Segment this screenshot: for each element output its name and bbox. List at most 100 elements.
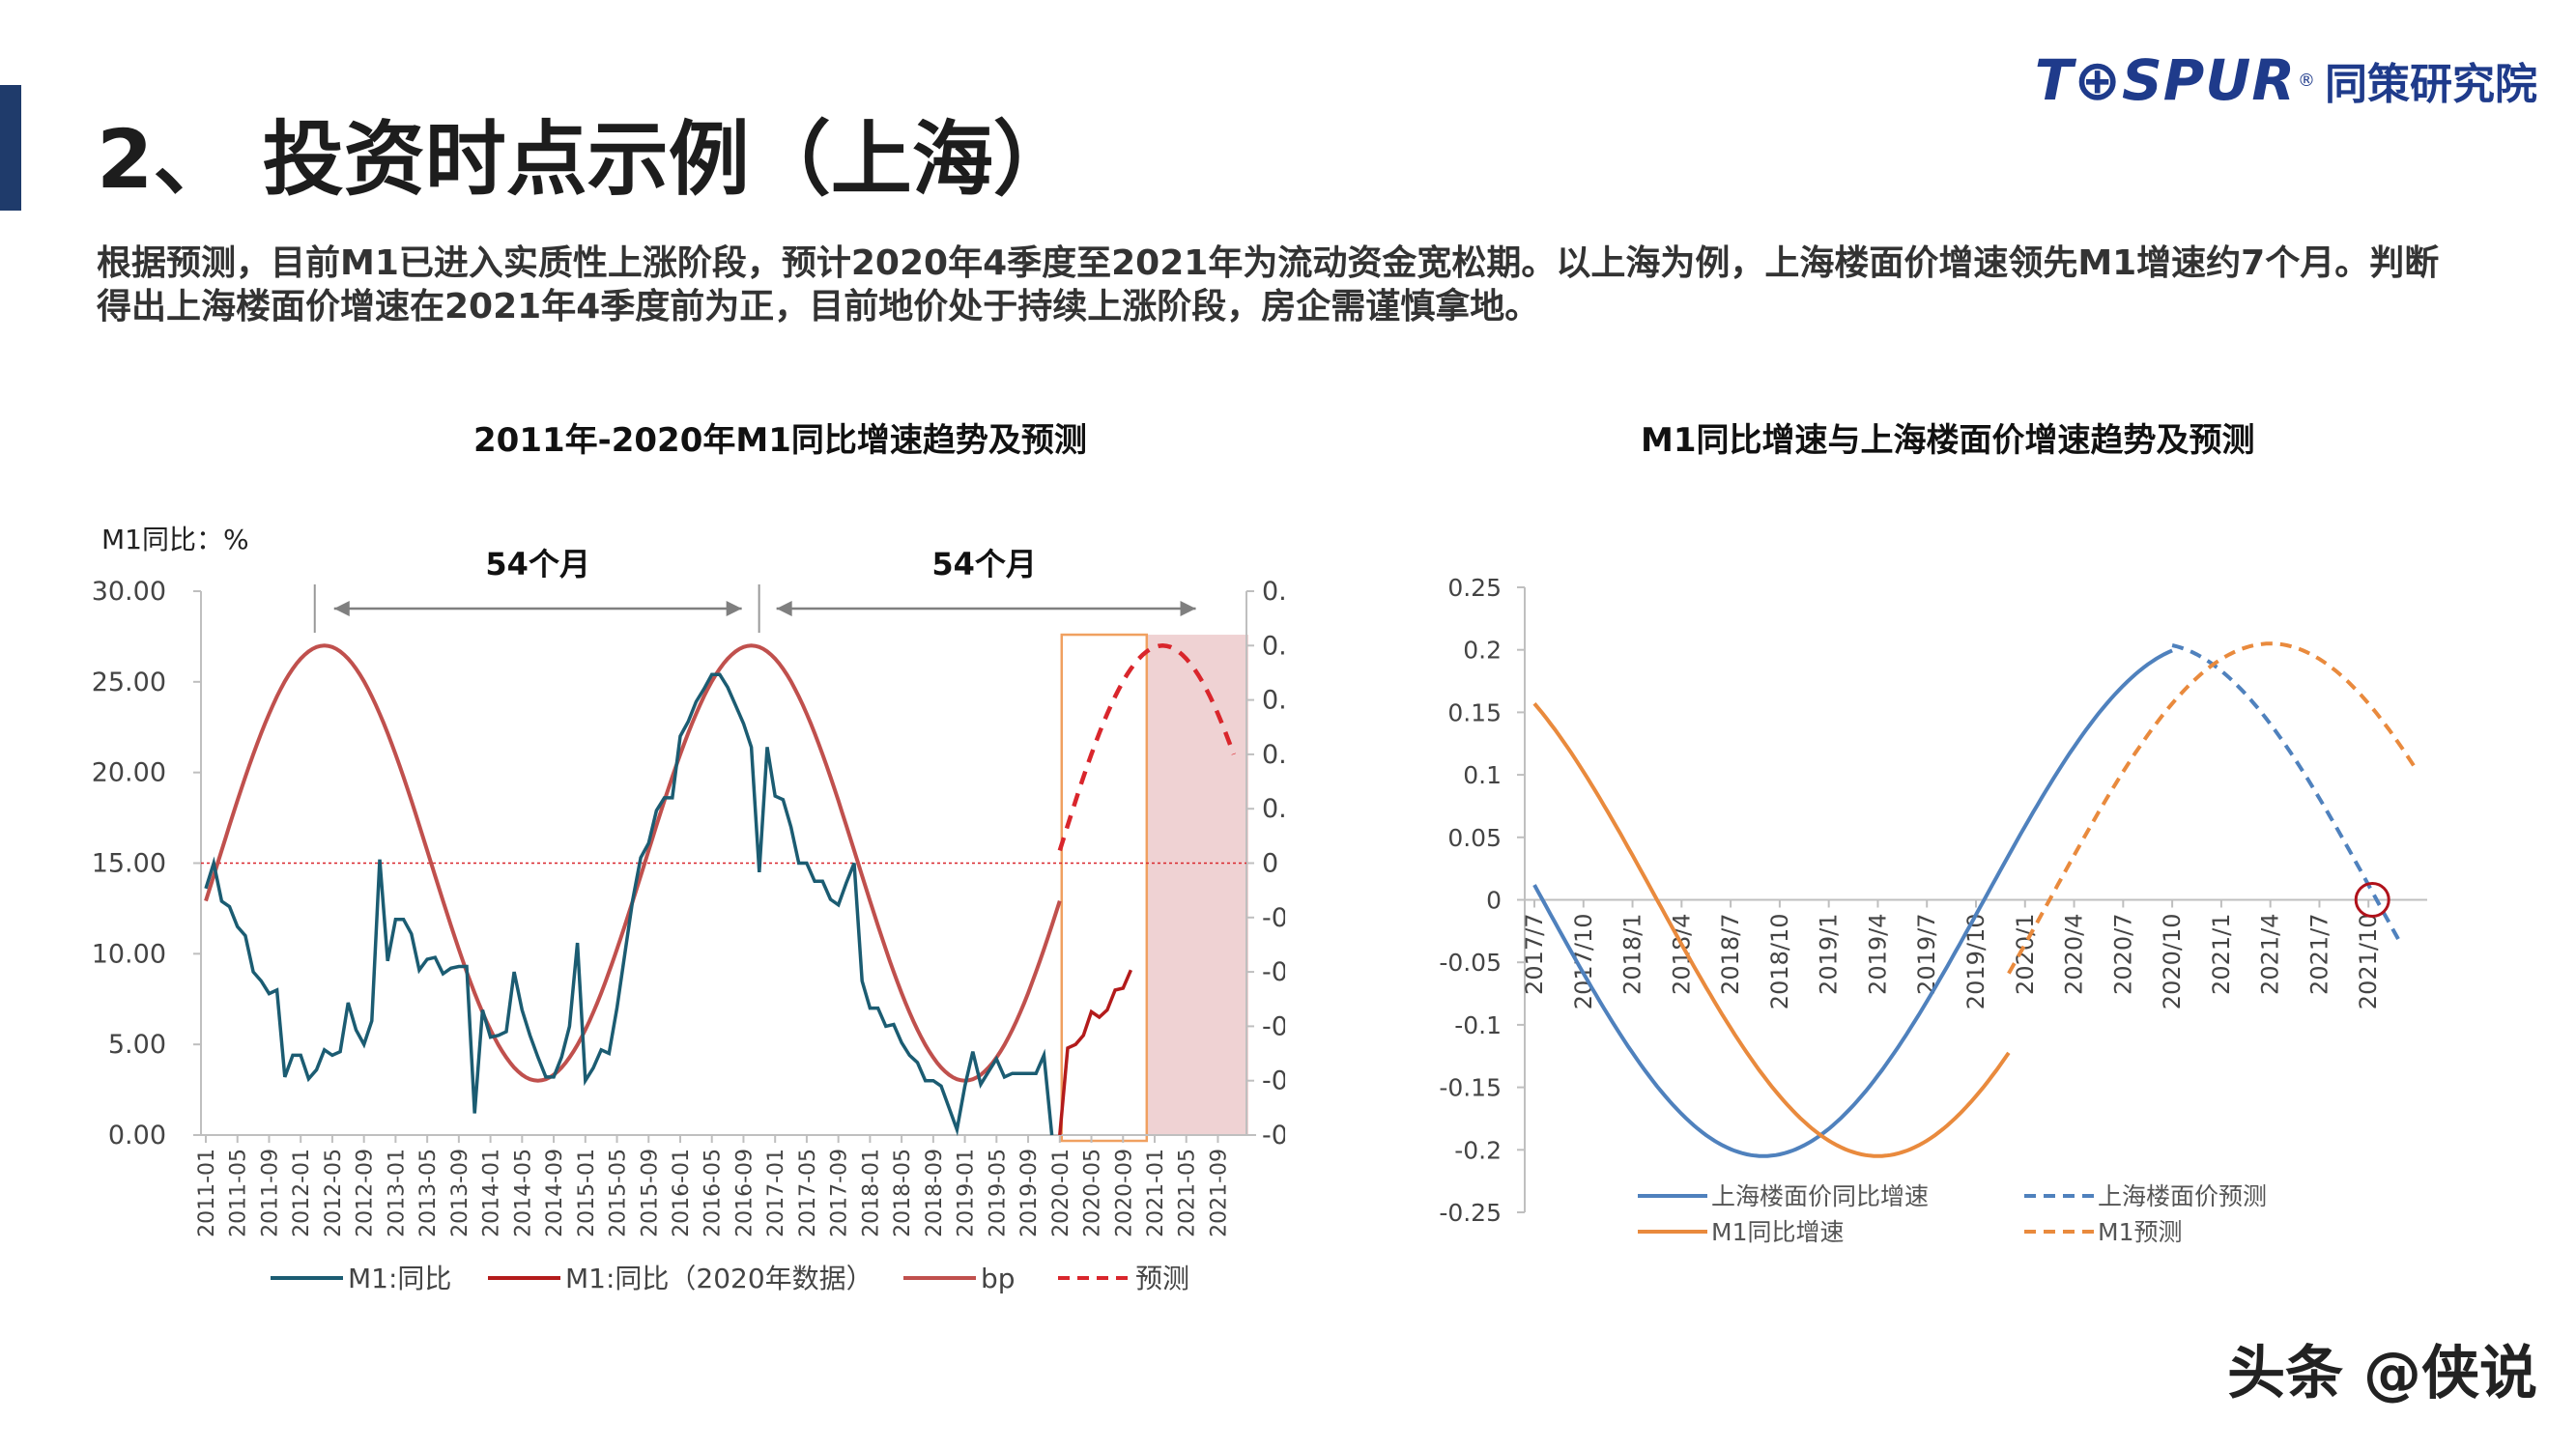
- y-tick-label: 5.00: [108, 1030, 166, 1060]
- x-tick-label: 2021/10: [2355, 914, 2382, 1010]
- x-tick-label: 2015-09: [638, 1149, 662, 1237]
- left-chart-title: 2011年-2020年M1同比增速趋势及预测: [473, 421, 1087, 460]
- y-tick-label: 0.15: [1447, 698, 1502, 726]
- x-tick-label: 2017-01: [764, 1149, 788, 1237]
- x-tick-label: 2019/1: [1816, 914, 1843, 995]
- x-tick-label: 2019-05: [986, 1149, 1010, 1237]
- y-tick-label: 25.00: [92, 668, 166, 697]
- x-tick-label: 2018-01: [859, 1149, 883, 1237]
- x-tick-label: 2018-05: [891, 1149, 915, 1237]
- x-tick-label: 2020/7: [2109, 914, 2136, 995]
- zero-crossing-marker: [2354, 882, 2390, 918]
- x-tick-label: 2018/1: [1619, 914, 1646, 995]
- x-tick-label: 2021-05: [1176, 1149, 1200, 1237]
- y2-tick-label: 0: [1262, 849, 1278, 879]
- y2-tick-label: -0.05: [1262, 903, 1285, 933]
- x-tick-label: 2019/10: [1962, 914, 1989, 1010]
- page-title: 2、 投资时点示例（上海）: [97, 112, 1074, 207]
- series-m1-2020: [1058, 969, 1133, 1136]
- x-tick-label: 2017/10: [1570, 914, 1597, 1010]
- legend-label: 上海楼面价预测: [2098, 1182, 2267, 1210]
- y2-tick-label: -0.1: [1262, 957, 1285, 987]
- y-tick-label: -0.1: [1454, 1011, 1502, 1039]
- annotation-period-2: 54个月: [931, 546, 1037, 582]
- y2-tick-label: 0.05: [1262, 794, 1285, 824]
- legend-label: 预测: [1135, 1263, 1189, 1294]
- x-tick-label: 2014-05: [511, 1149, 535, 1237]
- x-tick-label: 2011-05: [227, 1149, 251, 1237]
- y-tick-label: 0: [1486, 887, 1502, 915]
- x-tick-label: 2015-05: [607, 1149, 631, 1237]
- y2-tick-label: -0.25: [1262, 1121, 1285, 1151]
- x-tick-label: 2018/7: [1717, 914, 1744, 995]
- x-tick-label: 2018/4: [1668, 914, 1695, 995]
- y2-tick-label: 0.25: [1262, 577, 1285, 607]
- x-tick-label: 2020-01: [1049, 1149, 1073, 1237]
- y-tick-label: -0.15: [1439, 1074, 1502, 1102]
- x-tick-label: 2017-09: [828, 1149, 852, 1237]
- y2-tick-label: -0.2: [1262, 1066, 1285, 1096]
- left-chart: 0.00 5.00 10.00 15.00 20.00 25.00 30.00 M1同比：% -…: [92, 524, 1285, 1294]
- legend-label: M1:同比: [348, 1263, 451, 1294]
- y2-tick-label: 0.15: [1262, 686, 1285, 716]
- logo-registered-mark: ®: [2298, 70, 2315, 91]
- logo-brand-text: T⊕SPUR: [2034, 47, 2296, 113]
- series-m1-forecast: [2007, 641, 2419, 975]
- x-tick-label: 2016-05: [701, 1149, 726, 1237]
- y-tick-label: 0.2: [1463, 637, 1502, 665]
- footer-watermark-handle: 头条 @侠说: [2227, 1340, 2537, 1407]
- x-tick-label: 2020-05: [1081, 1149, 1105, 1237]
- period-arrow-1-head-right: [726, 601, 742, 616]
- y2-tick-label: 0.1: [1262, 740, 1285, 770]
- x-tick-label: 2012-01: [290, 1149, 314, 1237]
- legend-label: M1预测: [2098, 1218, 2182, 1246]
- logo-cn-text: 同策研究院: [2325, 60, 2537, 109]
- series-land-price: [1532, 648, 2173, 1158]
- x-tick-label: 2013-01: [385, 1149, 409, 1237]
- x-tick-label: 2011-01: [195, 1149, 219, 1237]
- y2-tick-label: 0.2: [1262, 631, 1285, 661]
- y-tick-label: 10.00: [92, 939, 166, 969]
- y-tick-label: 15.00: [92, 849, 166, 879]
- x-tick-label: 2019/7: [1913, 914, 1940, 995]
- y-tick-label: -0.05: [1439, 949, 1502, 977]
- period-arrow-1-head-left: [333, 601, 350, 616]
- x-tick-label: 2014-09: [543, 1149, 567, 1237]
- description-text: 根据预测，目前M1已进入实质性上涨阶段，预计2020年4季度至2021年为流动资…: [97, 243, 2440, 327]
- x-tick-label: 2016-09: [732, 1149, 757, 1237]
- x-tick-label: 2020-09: [1112, 1149, 1136, 1237]
- series-m1: [1532, 702, 2011, 1158]
- x-tick-label: 2021-09: [1207, 1149, 1231, 1237]
- x-tick-label: 2019/4: [1864, 914, 1891, 995]
- period-arrow-2-head-right: [1180, 601, 1196, 616]
- y-tick-label: 0.00: [108, 1121, 166, 1151]
- series-m1: [204, 672, 1054, 1137]
- series-forecast: [1057, 643, 1236, 852]
- x-tick-label: 2017/7: [1521, 914, 1548, 995]
- y2-tick-label: -0.15: [1262, 1011, 1285, 1041]
- accent-bar: [0, 85, 21, 211]
- y-tick-label: 0.25: [1447, 574, 1502, 602]
- x-tick-label: 2018/10: [1766, 914, 1793, 1010]
- period-arrow-2-head-left: [776, 601, 792, 616]
- x-tick-label: 2019-09: [1017, 1149, 1042, 1237]
- y-tick-label: -0.2: [1454, 1136, 1502, 1164]
- x-tick-label: 2019-01: [955, 1149, 979, 1237]
- highlight-box-2020: [1060, 633, 1149, 1143]
- brand-logo: T⊕SPUR ® 同策研究院: [2035, 46, 2537, 114]
- y-tick-label: 0.05: [1447, 824, 1502, 852]
- series-land-price-forecast: [2171, 643, 2403, 946]
- y-tick-label: 20.00: [92, 758, 166, 788]
- right-chart-title: M1同比增速与上海楼面价增速趋势及预测: [1641, 421, 2255, 460]
- x-tick-label: 2021/1: [2208, 914, 2235, 995]
- x-tick-label: 2011-09: [258, 1149, 282, 1237]
- x-tick-label: 2021/7: [2305, 914, 2333, 995]
- x-tick-label: 2020/4: [2061, 914, 2088, 995]
- forecast-shade: [1146, 635, 1248, 1135]
- x-tick-label: 2021/4: [2257, 914, 2284, 995]
- legend-label: 上海楼面价同比增速: [1711, 1182, 1929, 1210]
- legend-label: M1:同比（2020年数据）: [565, 1263, 873, 1294]
- x-tick-label: 2016-01: [670, 1149, 694, 1237]
- legend-label: M1同比增速: [1711, 1218, 1844, 1246]
- annotation-period-1: 54个月: [485, 546, 590, 582]
